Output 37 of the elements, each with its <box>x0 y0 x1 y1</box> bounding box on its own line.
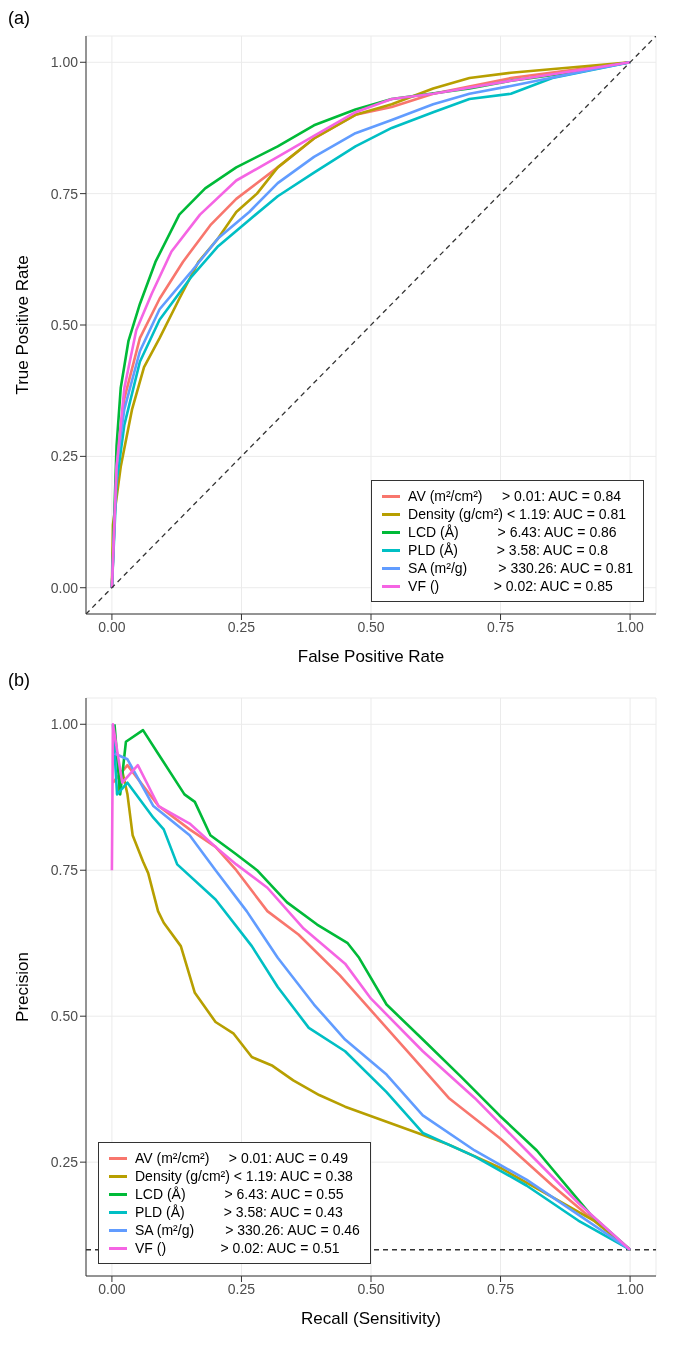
y-tick-label: 0.75 <box>50 862 79 879</box>
y-tick-label: 0.50 <box>50 1008 79 1025</box>
x-tick-label: 0.00 <box>98 618 126 635</box>
x-tick-label: 0.25 <box>227 618 256 635</box>
x-tick-label: 0.00 <box>98 1280 126 1297</box>
legend-label: AV (m²/cm²) > 0.01: AUC = 0.49 <box>135 1149 348 1167</box>
legend-label: SA (m²/g) > 330.26: AUC = 0.46 <box>135 1221 360 1239</box>
legend-label: PLD (Å) > 3.58: AUC = 0.8 <box>408 541 609 559</box>
y-axis-title: True Positive Rate <box>13 255 33 395</box>
y-tick-label: 0.50 <box>50 316 79 333</box>
x-tick-label: 0.75 <box>486 1280 515 1297</box>
x-axis-title: False Positive Rate <box>297 647 445 666</box>
x-axis-title: Recall (Sensitivity) <box>301 1309 441 1328</box>
legend-label: VF () > 0.02: AUC = 0.85 <box>408 577 613 595</box>
x-tick-label: 1.00 <box>616 618 644 635</box>
y-axis-title: Precision <box>13 952 33 1022</box>
x-tick-label: 0.75 <box>486 618 515 635</box>
x-tick-label: 0.25 <box>227 1280 256 1297</box>
chart-title: (b) <box>8 670 30 691</box>
y-tick-label: 0.00 <box>50 579 79 596</box>
legend-label: LCD (Å) > 6.43: AUC = 0.55 <box>135 1185 344 1203</box>
legend-label: VF () > 0.02: AUC = 0.51 <box>135 1239 340 1257</box>
legend-label: SA (m²/g) > 330.26: AUC = 0.81 <box>408 559 633 577</box>
legend-label: Density (g/cm²) < 1.19: AUC = 0.81 <box>408 505 626 523</box>
chart-title: (a) <box>8 8 30 29</box>
y-tick-label: 0.25 <box>50 448 79 465</box>
y-tick-label: 0.75 <box>50 185 79 202</box>
legend-label: PLD (Å) > 3.58: AUC = 0.43 <box>135 1203 343 1221</box>
legend-label: Density (g/cm²) < 1.19: AUC = 0.38 <box>135 1167 353 1185</box>
x-tick-label: 1.00 <box>616 1280 644 1297</box>
x-tick-label: 0.50 <box>357 1280 385 1297</box>
legend-label: AV (m²/cm²) > 0.01: AUC = 0.84 <box>408 487 622 505</box>
legend-label: LCD (Å) > 6.43: AUC = 0.86 <box>408 523 617 541</box>
y-tick-label: 0.25 <box>50 1154 79 1171</box>
x-tick-label: 0.50 <box>357 618 385 635</box>
y-tick-label: 1.00 <box>50 716 79 733</box>
y-tick-label: 1.00 <box>50 54 79 71</box>
